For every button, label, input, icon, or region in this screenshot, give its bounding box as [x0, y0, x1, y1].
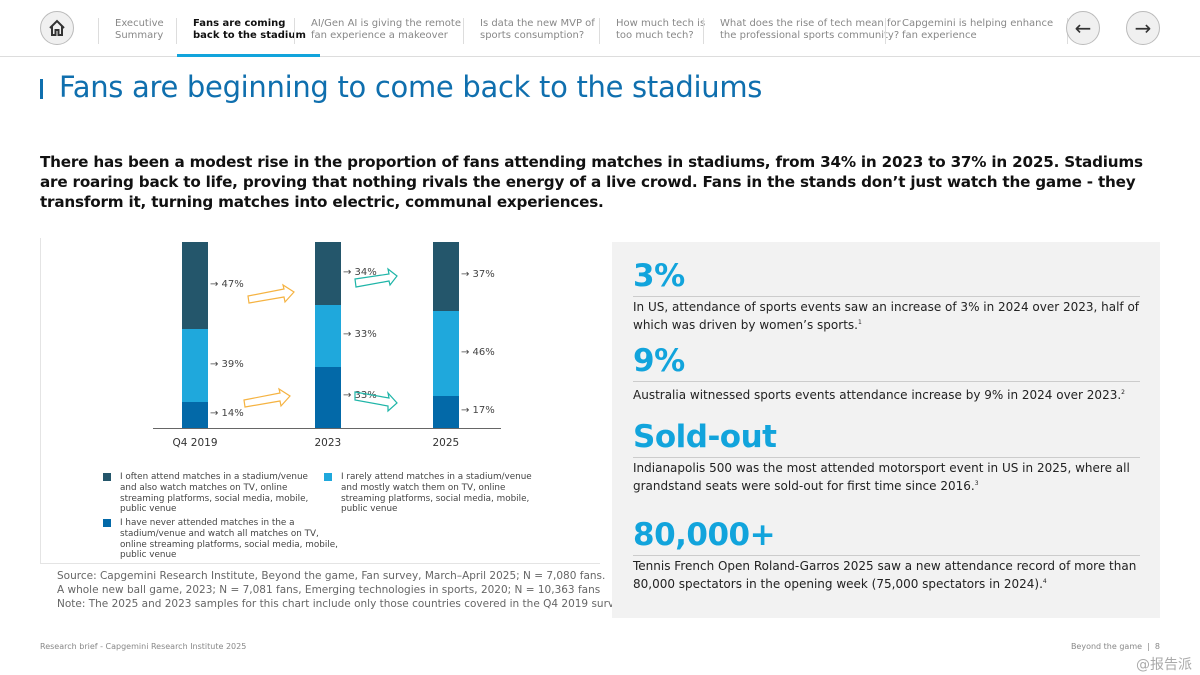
- legend-label: I have never attended matches in the a s…: [120, 518, 338, 561]
- home-icon: [49, 19, 65, 36]
- data-label: → 47%: [210, 278, 244, 290]
- bar-segment: [315, 242, 341, 306]
- stat-value: 80,000+: [633, 517, 1140, 556]
- footer-left: Research brief - Capgemini Research Inst…: [40, 642, 247, 651]
- watermark: @报告派: [1136, 657, 1192, 673]
- tab-label: too much tech?: [616, 29, 694, 41]
- arrow-right-icon: [354, 267, 398, 288]
- bar-segment: [433, 242, 459, 311]
- trend-arrows: [243, 267, 398, 413]
- lead-paragraph: There has been a modest rise in the prop…: [40, 153, 1143, 211]
- stat-value: 9%: [633, 343, 1140, 382]
- arrow-right-icon: [247, 283, 295, 304]
- legend-label: I often attend matches in a stadium/venu…: [120, 472, 309, 515]
- x-tick-label: 2025: [432, 437, 460, 449]
- tab-label: the professional sports community?: [720, 29, 900, 41]
- legend-swatch: [324, 473, 332, 481]
- source-line: A whole new ball game, 2023; N = 7,081 f…: [57, 584, 601, 596]
- data-label: → 37%: [461, 269, 495, 281]
- stat-description: Indianapolis 500 was the most attended m…: [633, 461, 1130, 493]
- bar-segment: [182, 401, 208, 428]
- tab-label: Capgemini is helping enhance: [902, 18, 1054, 29]
- bar-segment: [433, 396, 459, 428]
- stat-text: Indianapolis 500 was the most attended m…: [633, 461, 1140, 494]
- tab-executive-summary[interactable]: Executive Summary: [98, 18, 164, 44]
- footnote-ref: 2: [1121, 389, 1125, 396]
- bar-segment: [315, 305, 341, 367]
- next-button[interactable]: →: [1126, 11, 1160, 45]
- stat-description: In US, attendance of sports events saw a…: [633, 300, 1140, 332]
- tab-label: How much tech is: [616, 18, 706, 29]
- tab-too-much-tech[interactable]: How much tech is too much tech?: [599, 18, 705, 44]
- data-label: → 39%: [210, 358, 244, 370]
- source-line: Note: The 2025 and 2023 samples for this…: [57, 598, 629, 610]
- arrow-left-icon: ←: [1074, 16, 1092, 40]
- bar-segment: [182, 242, 208, 330]
- data-label: → 46%: [461, 346, 495, 358]
- stat-value: 3%: [633, 258, 1140, 297]
- title-accent-bar: [40, 79, 43, 99]
- chart-frame: [40, 238, 600, 564]
- tab-label: back to the stadium: [193, 29, 306, 41]
- x-tick-label: Q4 2019: [172, 437, 218, 449]
- source-line: Source: Capgemini Research Institute, Be…: [57, 570, 606, 582]
- tab-label: Is data the new MVP of: [480, 18, 595, 29]
- legend-label: I rarely attend matches in a stadium/ven…: [341, 472, 532, 515]
- top-navigation: Executive Summary Fans are coming back to …: [0, 0, 1200, 57]
- arrow-right-icon: [354, 390, 398, 413]
- stat-text: Tennis French Open Roland-Garros 2025 sa…: [633, 559, 1140, 592]
- stat-us-attendance: 3% In US, attendance of sports events saw…: [633, 258, 1140, 333]
- tab-ai-remote-fan[interactable]: AI/Gen AI is giving the remote fan experi…: [294, 18, 461, 44]
- footnote-ref: 1: [857, 319, 862, 326]
- bar-segment: [182, 329, 208, 402]
- legend-never: I have never attended matches in the a s…: [103, 518, 345, 561]
- tab-rise-of-tech[interactable]: What does the rise of tech mean for the p…: [703, 18, 901, 44]
- data-label: → 33%: [343, 390, 377, 402]
- tab-label: Executive: [115, 18, 164, 29]
- footnote-ref: 3: [974, 480, 979, 487]
- home-button[interactable]: [40, 11, 74, 45]
- tab-label: fan experience: [902, 29, 977, 41]
- tab-capgemini-helping[interactable]: Capgemini is helping enhance fan experien…: [885, 18, 1069, 44]
- footnote-ref: 4: [1042, 578, 1047, 585]
- footer-right: Beyond the game | 8: [1070, 642, 1160, 651]
- previous-button[interactable]: ←: [1066, 11, 1100, 45]
- stat-description: Australia witnessed sports events attend…: [633, 388, 1122, 402]
- legend-often: I often attend matches in a stadium/venu…: [103, 472, 320, 515]
- stat-roland-garros: 80,000+ Tennis French Open Roland-Garros …: [633, 517, 1140, 592]
- page-title: Fans are beginning to come back to the s…: [40, 70, 762, 104]
- tab-fans-coming-back[interactable]: Fans are coming back to the stadium: [176, 18, 320, 57]
- stats-panel: 3% In US, attendance of sports events saw…: [612, 242, 1160, 618]
- arrow-right-icon: [243, 387, 291, 408]
- tab-label: Fans are coming: [193, 18, 286, 29]
- x-axis-line: [153, 428, 501, 429]
- stat-australia: 9% Australia witnessed sports events atte…: [633, 343, 1140, 403]
- stat-value: Sold-out: [633, 419, 1140, 458]
- tab-data-mvp[interactable]: Is data the new MVP of sports consumption…: [463, 18, 595, 44]
- bar-segment: [433, 310, 459, 397]
- tab-label: AI/Gen AI is giving the remote: [311, 18, 461, 29]
- data-label: → 14%: [210, 407, 244, 419]
- tab-label: sports consumption?: [480, 29, 585, 41]
- legend-swatch: [103, 519, 111, 527]
- x-tick-label: 2023: [314, 437, 342, 449]
- stat-indy-500: Sold-out Indianapolis 500 was the most at…: [633, 419, 1140, 494]
- data-label: → 34%: [343, 266, 377, 278]
- tab-label: What does the rise of tech mean for: [720, 18, 901, 29]
- legend-swatch: [103, 473, 111, 481]
- arrow-right-icon: →: [1134, 16, 1152, 40]
- stat-text: In US, attendance of sports events saw a…: [633, 300, 1140, 333]
- tab-label: fan experience a makeover: [311, 29, 448, 41]
- stat-text: Australia witnessed sports events attend…: [633, 385, 1140, 403]
- stat-description: Tennis French Open Roland-Garros 2025 sa…: [633, 559, 1137, 591]
- tab-label: Summary: [115, 29, 164, 41]
- page-title-text: Fans are beginning to come back to the s…: [59, 70, 763, 104]
- data-label: → 17%: [461, 405, 495, 417]
- bar-segment: [315, 366, 341, 428]
- data-label: → 33%: [343, 328, 377, 340]
- legend-rarely: I rarely attend matches in a stadium/ven…: [324, 472, 541, 515]
- chart-source: Source: Capgemini Research Institute, Be…: [57, 569, 629, 611]
